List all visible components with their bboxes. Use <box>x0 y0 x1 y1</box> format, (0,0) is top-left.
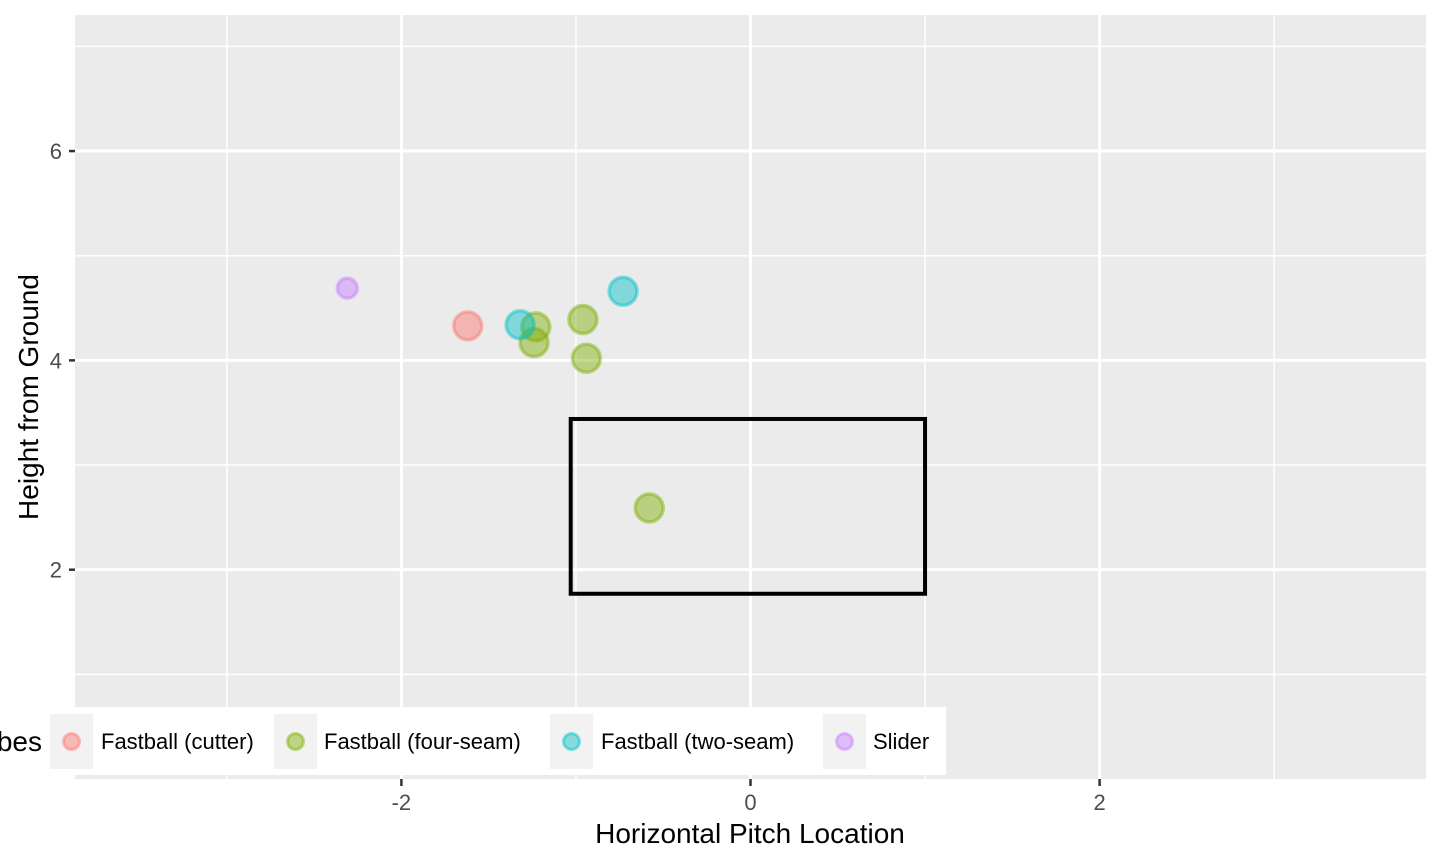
point-slider <box>335 276 360 300</box>
point-fastball-two-seam <box>504 309 536 341</box>
legend-key-fastball-four-seam <box>274 714 317 769</box>
legend-label-fastball-cutter: Fastball (cutter) <box>101 729 254 754</box>
point-fastball-four-seam <box>570 342 603 375</box>
legend: bes Fastball (cutter) Fastball (four-seam… <box>0 707 946 775</box>
legend-key-fastball-two-seam <box>550 714 593 769</box>
legend-key-slider <box>823 714 866 769</box>
legend-swatch-fastball-two-seam <box>562 732 581 751</box>
point-fastball-four-seam <box>633 492 666 524</box>
y-tick-label: 4 <box>50 348 62 373</box>
y-tick-label: 2 <box>50 558 62 583</box>
point-fastball-four-seam <box>520 311 552 343</box>
major-gridlines <box>75 15 1426 779</box>
x-axis-ticks: -2 0 2 <box>392 779 1106 815</box>
point-fastball-cutter <box>451 310 484 342</box>
legend-key-fastball-cutter <box>50 714 93 769</box>
y-axis-title: Height from Ground <box>13 274 44 520</box>
y-tick-label: 6 <box>50 139 62 164</box>
point-fastball-four-seam <box>518 326 550 359</box>
legend-label-fastball-four-seam: Fastball (four-seam) <box>324 729 521 754</box>
legend-title: bes <box>0 726 42 757</box>
legend-label-fastball-two-seam: Fastball (two-seam) <box>601 729 794 754</box>
legend-swatch-fastball-four-seam <box>286 732 305 751</box>
point-fastball-four-seam <box>567 303 599 336</box>
legend-swatch-slider <box>835 732 854 751</box>
strike-zone-box <box>568 416 928 596</box>
x-axis-title: Horizontal Pitch Location <box>595 818 905 849</box>
legend-swatch-fastball-cutter <box>62 732 81 751</box>
legend-label-slider: Slider <box>873 729 929 754</box>
y-axis-ticks: 2 4 6 <box>50 139 75 583</box>
data-points <box>335 275 666 524</box>
point-fastball-two-seam <box>607 275 639 308</box>
x-tick-label: -2 <box>392 790 412 815</box>
legend-background <box>0 707 946 775</box>
x-tick-label: 0 <box>744 790 756 815</box>
x-tick-label: 2 <box>1093 790 1105 815</box>
